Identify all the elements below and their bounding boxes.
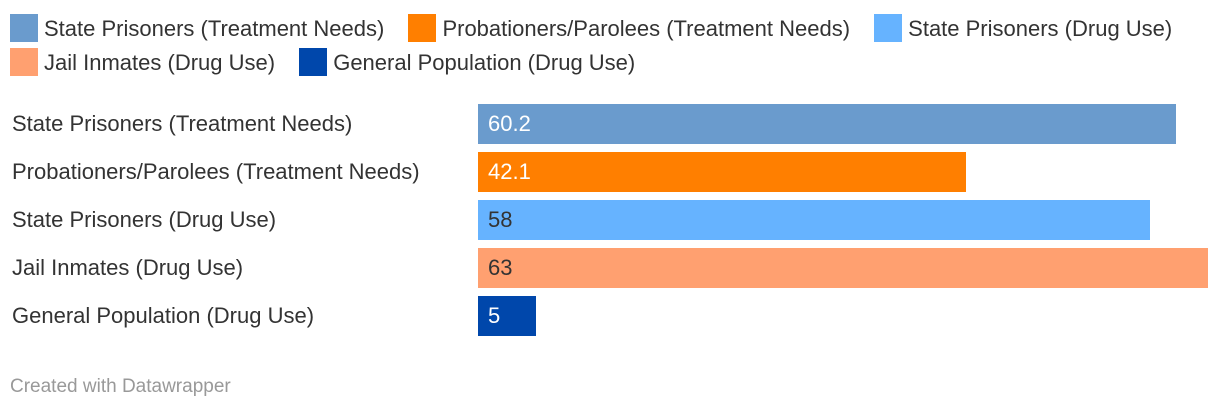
legend-swatch (10, 48, 38, 76)
bar-category-label: State Prisoners (Treatment Needs) (12, 111, 353, 136)
legend-swatch (874, 14, 903, 42)
legend-swatch (408, 14, 437, 42)
bar-value-label: 60.2 (488, 111, 531, 136)
legend-label: General Population (Drug Use) (333, 50, 636, 75)
bar-chart: State Prisoners (Treatment Needs) 60.2 Pro… (0, 100, 1220, 350)
legend-item-general-population-drug-use: General Population (Drug Use) (299, 46, 635, 80)
legend-label: State Prisoners (Treatment Needs) (44, 16, 385, 41)
legend-item-state-prisoners-treatment: State Prisoners (Treatment Needs) (10, 12, 384, 46)
legend-item-probationers-treatment: Probationers/Parolees (Treatment Needs) (408, 12, 850, 46)
legend-label: State Prisoners (Drug Use) (908, 16, 1173, 41)
bar-value-label: 42.1 (488, 159, 531, 184)
bar-value-label: 5 (488, 303, 501, 328)
bar: 5 (478, 296, 536, 336)
chart-legend: State Prisoners (Treatment Needs) Probat… (10, 12, 1210, 80)
bar-value-label: 58 (488, 207, 513, 232)
legend-item-state-prisoners-drug-use: State Prisoners (Drug Use) (874, 12, 1172, 46)
bar-category-label: State Prisoners (Drug Use) (12, 207, 277, 232)
bar-category-label: Probationers/Parolees (Treatment Needs) (12, 159, 420, 184)
bar: 60.2 (478, 104, 1176, 144)
bar-category-label: General Population (Drug Use) (12, 303, 315, 328)
bar-row: General Population (Drug Use) 5 (0, 292, 1220, 336)
bar-row: State Prisoners (Treatment Needs) 60.2 (0, 100, 1220, 144)
bar-value-label: 63 (488, 255, 513, 280)
legend-swatch (299, 48, 328, 76)
legend-item-jail-inmates-drug-use: Jail Inmates (Drug Use) (10, 46, 275, 80)
bar-row: Probationers/Parolees (Treatment Needs) 4… (0, 148, 1220, 192)
datawrapper-credit: Created with Datawrapper (10, 376, 231, 397)
legend-label: Jail Inmates (Drug Use) (44, 50, 276, 75)
legend-swatch (10, 14, 38, 42)
bar: 58 (478, 200, 1150, 240)
legend-label: Probationers/Parolees (Treatment Needs) (442, 16, 851, 41)
bar: 42.1 (478, 152, 966, 192)
bar-row: Jail Inmates (Drug Use) 63 (0, 244, 1220, 288)
bar-category-label: Jail Inmates (Drug Use) (12, 255, 244, 280)
bar: 63 (478, 248, 1208, 288)
bar-row: State Prisoners (Drug Use) 58 (0, 196, 1220, 240)
